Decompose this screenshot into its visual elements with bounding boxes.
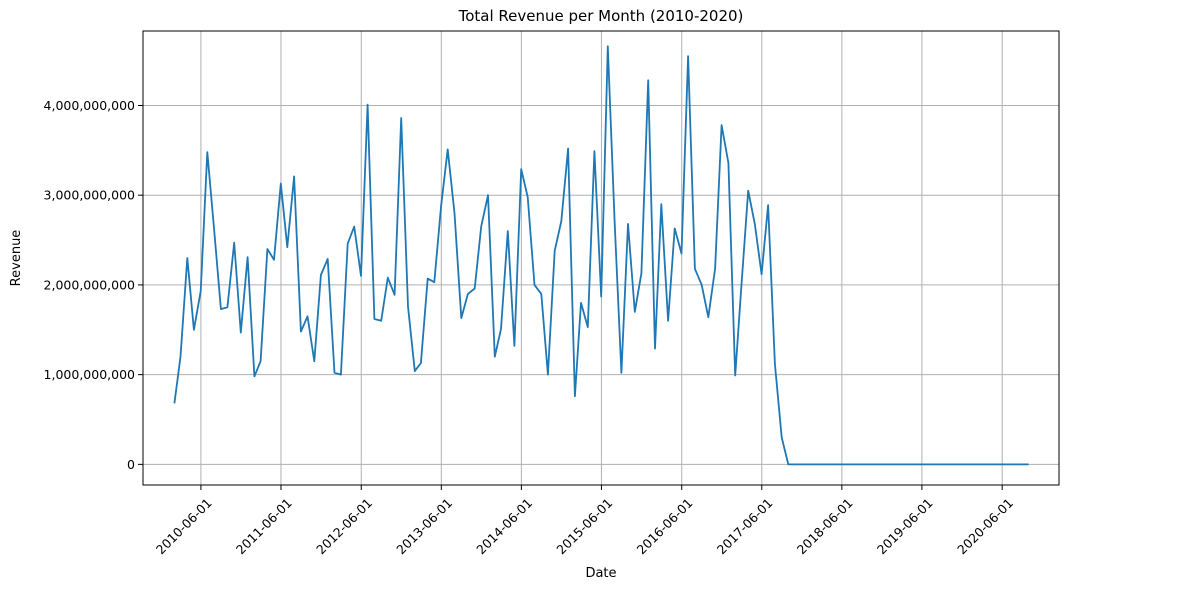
x-tick-label: 2012-06-01 <box>313 495 375 557</box>
x-tick-label: 2019-06-01 <box>874 495 936 557</box>
x-tick-label: 2017-06-01 <box>714 495 776 557</box>
x-tick-label: 2018-06-01 <box>794 495 856 557</box>
y-tick-label: 3,000,000,000 <box>44 188 135 203</box>
y-tick-label: 1,000,000,000 <box>44 367 135 382</box>
y-tick-label: 0 <box>127 457 135 472</box>
x-tick-label: 2014-06-01 <box>473 495 535 557</box>
x-tick-label: 2010-06-01 <box>153 495 215 557</box>
x-tick-label: 2015-06-01 <box>553 495 615 557</box>
x-axis-label: Date <box>585 566 616 581</box>
y-tick-label: 4,000,000,000 <box>44 98 135 113</box>
chart-title: Total Revenue per Month (2010-2020) <box>458 7 744 25</box>
revenue-series-line <box>173 45 1029 466</box>
x-tick-label: 2016-06-01 <box>634 495 696 557</box>
x-tick-label: 2013-06-01 <box>393 495 455 557</box>
series-lines <box>173 45 1029 466</box>
y-axis-label: Revenue <box>9 230 24 287</box>
x-axis-ticks: 2010-06-01 2011-06-01 2012-06-01 2013-06-01… <box>153 485 1016 557</box>
x-tick-label: 2011-06-01 <box>233 495 295 557</box>
grid-lines <box>143 31 1059 485</box>
x-tick-label: 2020-06-01 <box>954 495 1016 557</box>
y-axis-ticks: 0 1,000,000,000 2,000,000,000 3,000,000,000… <box>44 98 143 472</box>
y-tick-label: 2,000,000,000 <box>44 277 135 292</box>
